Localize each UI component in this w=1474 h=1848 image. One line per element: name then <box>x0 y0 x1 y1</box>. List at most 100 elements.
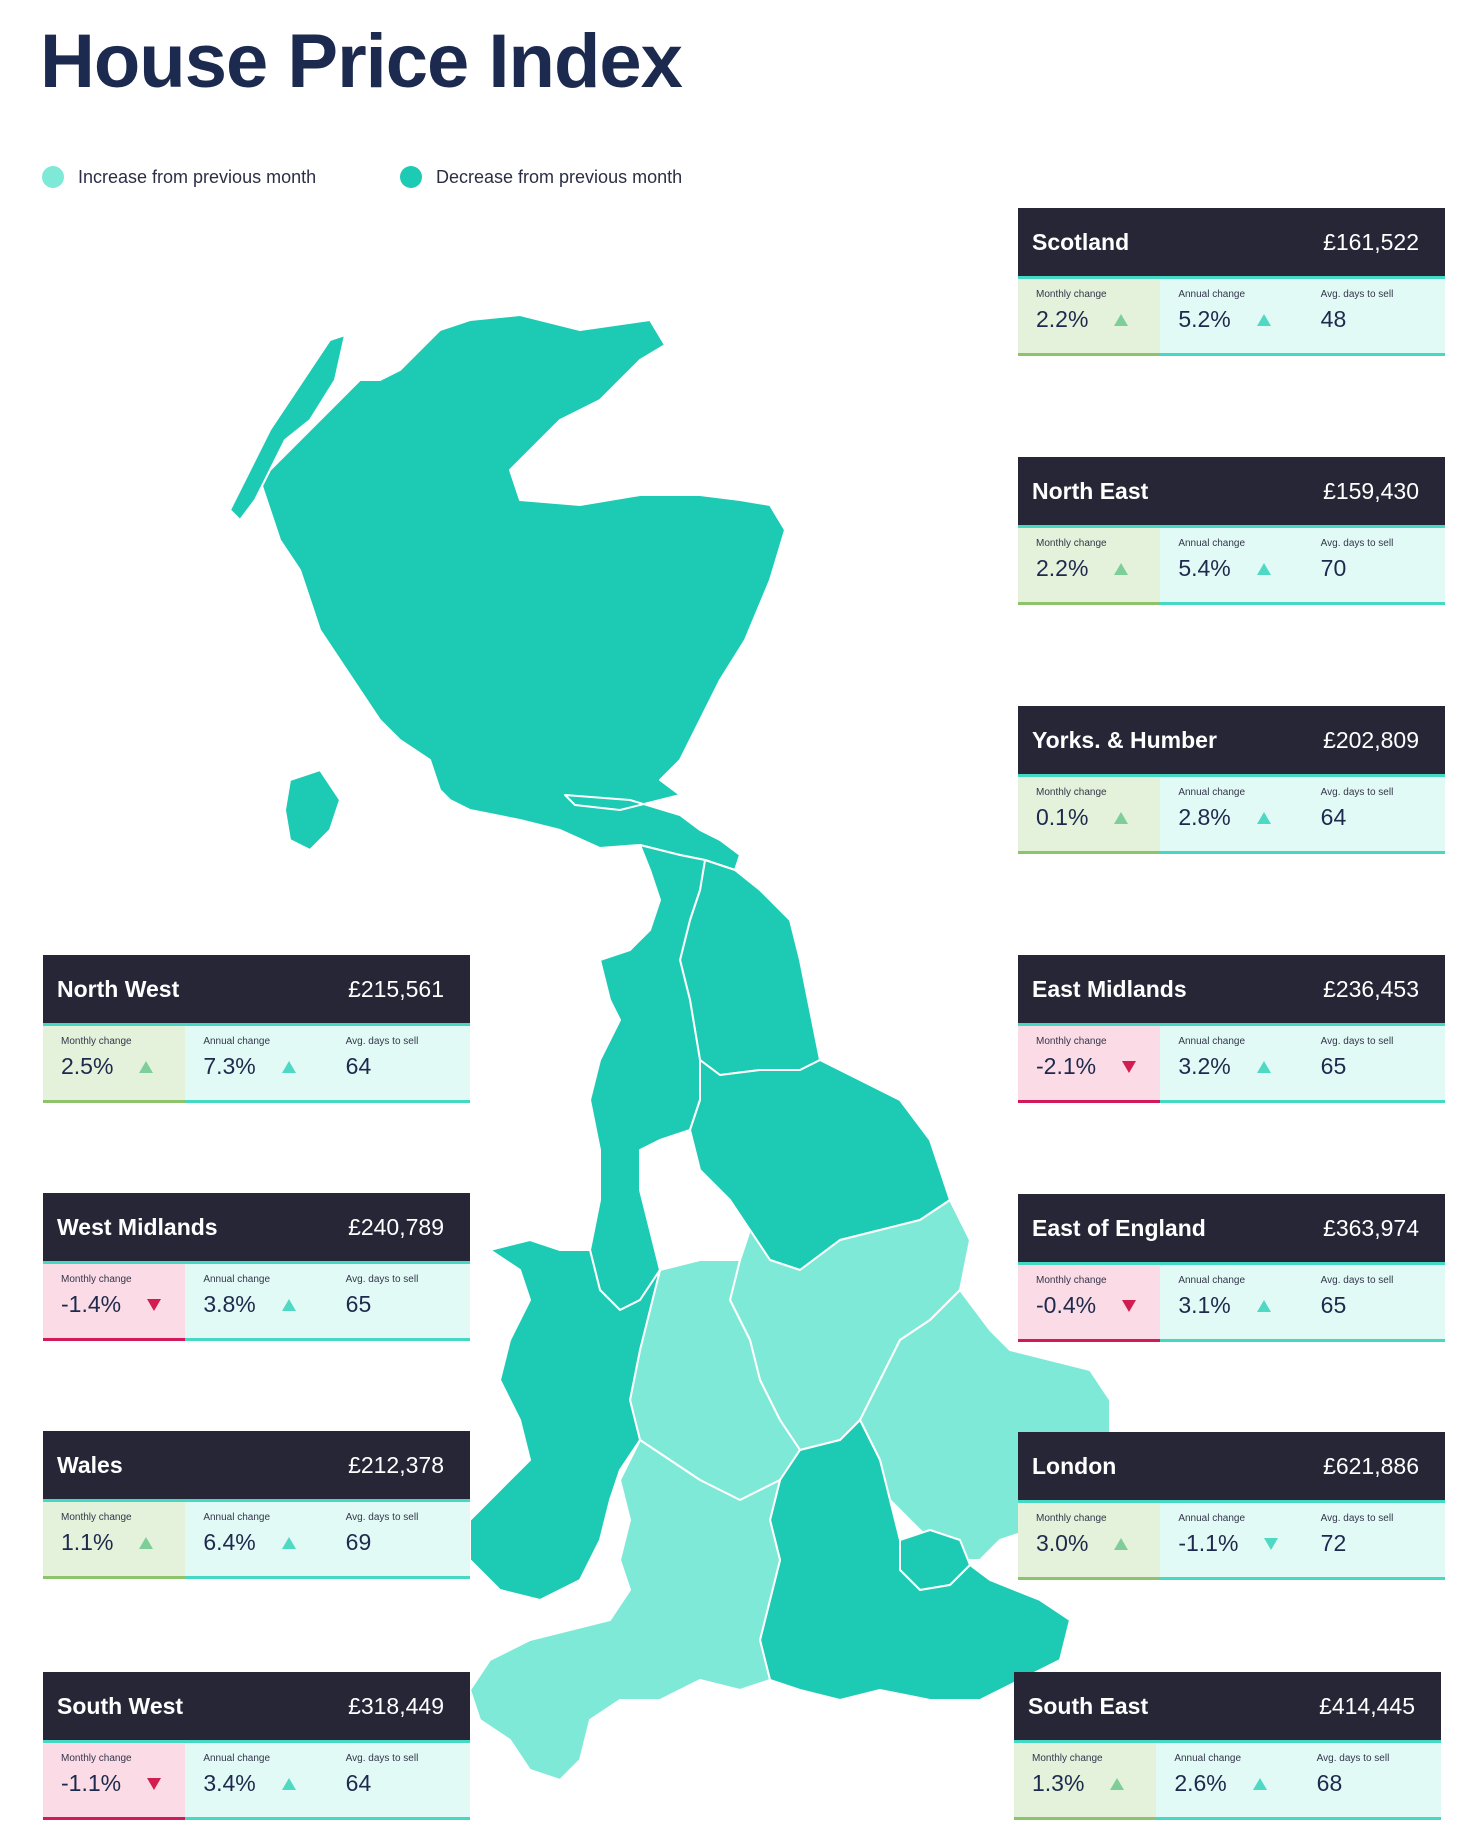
monthly-change-cell: Monthly change -1.1% <box>43 1743 186 1820</box>
region-price: £212,378 <box>348 1451 444 1478</box>
monthly-change-value: 0.1% <box>1036 804 1089 830</box>
card-scotland[interactable]: Scotland £161,522 Monthly change 2.2% An… <box>1018 208 1445 356</box>
monthly-change-value: -1.4% <box>61 1291 122 1317</box>
up-arrow-icon <box>281 1060 296 1073</box>
days-value: 48 <box>1320 306 1347 332</box>
monthly-change-value: 1.3% <box>1032 1770 1085 1796</box>
card-london[interactable]: London £621,886 Monthly change 3.0% Annu… <box>1018 1432 1445 1580</box>
region-price: £236,453 <box>1323 975 1419 1002</box>
days-label: Avg. days to sell <box>1316 1753 1390 1764</box>
legend-increase-label: Increase from previous month <box>78 166 317 187</box>
monthly-change-label: Monthly change <box>1032 1753 1103 1764</box>
annual-change-value: 3.8% <box>203 1291 256 1317</box>
annual-change-cell: Annual change 5.4% <box>1160 528 1303 602</box>
region-name: West Midlands <box>57 1213 218 1240</box>
card-south-west[interactable]: South West £318,449 Monthly change -1.1%… <box>43 1672 470 1820</box>
card-west-midlands[interactable]: West Midlands £240,789 Monthly change -1… <box>43 1193 470 1341</box>
monthly-change-cell: Monthly change 2.5% <box>43 1026 186 1103</box>
annual-change-value: 2.6% <box>1174 1770 1227 1796</box>
days-label: Avg. days to sell <box>1320 289 1394 300</box>
region-wales[interactable] <box>469 1239 661 1601</box>
increase-dot-icon <box>42 166 64 188</box>
legend-increase: Increase from previous month <box>42 166 316 188</box>
region-name: Wales <box>57 1451 123 1478</box>
monthly-change-value: 2.2% <box>1036 306 1089 332</box>
region-price: £202,809 <box>1323 726 1419 753</box>
region-price: £159,430 <box>1323 477 1419 504</box>
card-header: East of England £363,974 <box>1018 1194 1445 1265</box>
monthly-change-cell: Monthly change -2.1% <box>1018 1026 1161 1103</box>
card-east-midlands[interactable]: East Midlands £236,453 Monthly change -2… <box>1018 955 1445 1103</box>
legend-decrease: Decrease from previous month <box>400 166 682 188</box>
card-north-west[interactable]: North West £215,561 Monthly change 2.5% … <box>43 955 470 1103</box>
legend-decrease-label: Decrease from previous month <box>436 166 683 187</box>
card-header: Scotland £161,522 <box>1018 208 1445 279</box>
days-value: 69 <box>345 1529 372 1555</box>
annual-change-label: Annual change <box>203 1274 271 1285</box>
region-price: £414,445 <box>1319 1692 1415 1719</box>
card-header: London £621,886 <box>1018 1432 1445 1503</box>
up-arrow-icon <box>1114 562 1129 575</box>
region-name: East of England <box>1032 1214 1206 1241</box>
monthly-change-label: Monthly change <box>1036 538 1107 549</box>
region-isle <box>284 769 341 851</box>
days-cell: Avg. days to sell 69 <box>327 1502 470 1576</box>
days-value: 70 <box>1320 555 1347 581</box>
up-arrow-icon <box>1252 1777 1267 1790</box>
region-north-east[interactable] <box>679 859 821 1076</box>
days-cell: Avg. days to sell 70 <box>1302 528 1445 602</box>
region-south-west[interactable] <box>469 1439 781 1781</box>
days-value: 64 <box>345 1053 372 1079</box>
decrease-dot-icon <box>400 166 422 188</box>
region-scotland[interactable] <box>259 314 786 871</box>
card-yorks[interactable]: Yorks. & Humber £202,809 Monthly change … <box>1018 706 1445 854</box>
annual-change-cell: Annual change 5.2% <box>1160 279 1303 353</box>
days-cell: Avg. days to sell 64 <box>1302 777 1445 851</box>
monthly-change-cell: Monthly change 3.0% <box>1018 1503 1161 1580</box>
annual-change-cell: Annual change 3.8% <box>185 1264 328 1338</box>
region-name: North West <box>57 975 180 1002</box>
down-arrow-icon <box>1122 1299 1137 1312</box>
annual-change-cell: Annual change 6.4% <box>185 1502 328 1576</box>
monthly-change-value: -2.1% <box>1036 1053 1097 1079</box>
region-name: Yorks. & Humber <box>1032 726 1217 753</box>
region-name: South West <box>57 1692 184 1719</box>
annual-change-value: 3.2% <box>1178 1053 1231 1079</box>
days-label: Avg. days to sell <box>345 1274 419 1285</box>
region-name: North East <box>1032 477 1149 504</box>
monthly-change-cell: Monthly change 1.1% <box>43 1502 186 1579</box>
annual-change-label: Annual change <box>203 1753 271 1764</box>
monthly-change-value: 1.1% <box>61 1529 114 1555</box>
card-north-east[interactable]: North East £159,430 Monthly change 2.2% … <box>1018 457 1445 605</box>
card-header: Wales £212,378 <box>43 1431 470 1502</box>
days-value: 72 <box>1320 1530 1347 1556</box>
days-label: Avg. days to sell <box>1320 1513 1394 1524</box>
annual-change-cell: Annual change 2.8% <box>1160 777 1303 851</box>
days-label: Avg. days to sell <box>345 1753 419 1764</box>
days-label: Avg. days to sell <box>345 1512 419 1523</box>
down-arrow-icon <box>1122 1060 1137 1073</box>
annual-change-label: Annual change <box>1178 538 1246 549</box>
days-cell: Avg. days to sell 64 <box>327 1743 470 1817</box>
annual-change-label: Annual change <box>1178 787 1246 798</box>
days-value: 65 <box>1320 1292 1347 1318</box>
annual-change-cell: Annual change 3.1% <box>1160 1265 1303 1339</box>
region-north-west[interactable] <box>589 844 706 1311</box>
days-label: Avg. days to sell <box>1320 787 1394 798</box>
annual-change-value: -1.1% <box>1178 1530 1239 1556</box>
card-header: South East £414,445 <box>1014 1672 1441 1743</box>
annual-change-label: Annual change <box>1178 1513 1246 1524</box>
monthly-change-label: Monthly change <box>1036 787 1107 798</box>
monthly-change-cell: Monthly change 2.2% <box>1018 528 1161 605</box>
region-price: £318,449 <box>348 1692 444 1719</box>
card-south-east[interactable]: South East £414,445 Monthly change 1.3% … <box>1014 1672 1441 1820</box>
down-arrow-icon <box>1264 1537 1279 1550</box>
monthly-change-value: 2.5% <box>61 1053 114 1079</box>
annual-change-value: 7.3% <box>203 1053 256 1079</box>
card-wales[interactable]: Wales £212,378 Monthly change 1.1% Annua… <box>43 1431 470 1579</box>
annual-change-cell: Annual change -1.1% <box>1160 1503 1303 1577</box>
card-east-england[interactable]: East of England £363,974 Monthly change … <box>1018 1194 1445 1342</box>
monthly-change-cell: Monthly change 1.3% <box>1014 1743 1157 1820</box>
card-header: South West £318,449 <box>43 1672 470 1743</box>
